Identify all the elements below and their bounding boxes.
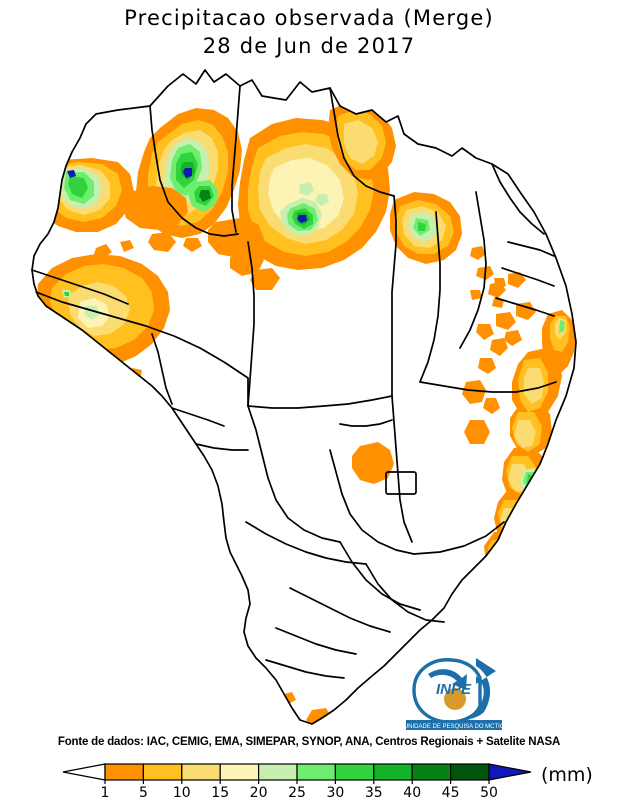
colorbar-cell [334, 763, 375, 781]
logo-arrow-inner [428, 669, 467, 690]
colorbar-cell [296, 763, 337, 781]
logo-wordmark: INPE [436, 681, 472, 698]
region-maranhao [390, 192, 506, 308]
colorbar-cells [62, 763, 532, 781]
colorbar-cell [181, 763, 221, 781]
colorbar: 1 5 10 15 20 25 30 35 40 45 50 [0, 758, 618, 801]
colorbar-tick-label: 30 [326, 785, 344, 800]
map-svg [31, 69, 577, 725]
data-source-text: Fonte de dados: IAC, CEMIG, EMA, SIMEPAR… [57, 736, 561, 748]
region-banda-norte [122, 186, 280, 290]
map-borders [31, 69, 577, 725]
colorbar-svg: 1 5 10 15 20 25 30 35 40 45 50 [62, 763, 532, 801]
colorbar-tick-label: 35 [365, 785, 383, 800]
title-line-1: Precipitacao observada (Merge) [124, 6, 494, 30]
colorbar-tick-label: 1 [101, 785, 110, 800]
logo-sphere [444, 688, 466, 710]
region-litoral-leste [462, 272, 576, 576]
colorbar-tick-label: 15 [211, 785, 229, 800]
colorbar-cell [219, 763, 260, 781]
legend: Fonte de dados: IAC, CEMIG, EMA, SIMEPAR… [0, 736, 618, 801]
colorbar-cell [104, 763, 145, 781]
colorbar-cell [258, 763, 298, 781]
region-acre-rondonia [36, 240, 170, 382]
inpe-logo: INPE UNIDADE DE PESQUISA DO MCTIC [392, 652, 514, 732]
colorbar-tick-label: 20 [250, 785, 268, 800]
title-line-2: 28 de Jun de 2017 [202, 34, 416, 58]
precipitation-map [0, 52, 618, 732]
colorbar-under-arrow [62, 763, 106, 781]
logo-tagline: UNIDADE DE PESQUISA DO MCTIC [404, 724, 505, 730]
colorbar-tick-label: 10 [173, 785, 191, 800]
colorbar-tick-label: 45 [442, 785, 460, 800]
colorbar-tick-labels: 1 5 10 15 20 25 30 35 40 45 50 [101, 780, 498, 801]
logo-tagline-bar [406, 720, 502, 730]
region-noroeste-amazonas [32, 158, 134, 232]
colorbar-over-arrow [488, 763, 532, 781]
page-title: Precipitacao observada (Merge) 28 de Jun… [0, 4, 618, 60]
logo-ring [412, 658, 482, 724]
region-roraima [136, 108, 242, 238]
unit-label: (mm) [541, 764, 593, 786]
region-goias [352, 442, 394, 484]
precipitation-field-layer [32, 102, 576, 724]
colorbar-tick-label: 5 [139, 785, 148, 800]
colorbar-tick-label: 40 [403, 785, 421, 800]
colorbar-tick-label: 25 [288, 785, 306, 800]
colorbar-tick-label: 50 [480, 785, 498, 800]
colorbar-cell [373, 763, 413, 781]
colorbar-cell [142, 763, 183, 781]
colorbar-cell [411, 763, 452, 781]
logo-arrow-right [444, 658, 496, 721]
inpe-logo-svg: INPE UNIDADE DE PESQUISA DO MCTIC [404, 658, 505, 730]
colorbar-cell [450, 763, 490, 781]
